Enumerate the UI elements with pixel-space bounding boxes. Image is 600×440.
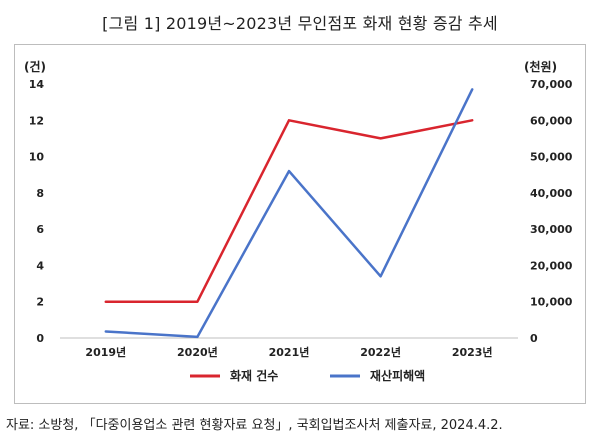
right-axis-tick-label: 70,000 — [530, 78, 573, 91]
left-axis-ticks: 0 2 4 6 8 10 12 14 — [29, 78, 45, 345]
x-axis-tick-label: 2022년 — [360, 345, 401, 359]
right-axis-unit-label: (천원) — [524, 59, 557, 74]
right-axis-tick-label: 0 — [530, 332, 538, 345]
x-axis-tick-label: 2020년 — [177, 345, 218, 359]
x-axis-tick-label: 2023년 — [452, 345, 493, 359]
legend: 화재 건수 재산피해액 — [190, 368, 425, 383]
chart-frame — [14, 44, 586, 404]
left-axis-tick-label: 14 — [29, 78, 45, 91]
source-note: 자료: 소방청, 「다중이용업소 관련 현황자료 요청」, 국회입법조사처 제출… — [6, 418, 503, 433]
series-line-2 — [104, 88, 474, 339]
series-layer — [104, 88, 474, 339]
series-line-1 — [104, 119, 474, 303]
chart-title: [그림 1] 2019년~2023년 무인점포 화재 현황 증감 추세 — [102, 14, 498, 33]
right-axis-tick-label: 50,000 — [530, 151, 573, 164]
x-axis-ticks: 2019년 2020년 2021년 2022년 2023년 — [85, 345, 492, 359]
left-axis-tick-label: 12 — [29, 114, 44, 127]
left-axis-tick-label: 2 — [36, 296, 44, 309]
legend-label: 재산피해액 — [370, 368, 425, 383]
left-axis-tick-label: 10 — [29, 151, 45, 164]
right-axis-ticks: 0 10,000 20,000 30,000 40,000 50,000 60,000 70,… — [530, 78, 573, 345]
left-axis-tick-label: 0 — [36, 332, 44, 345]
right-axis-tick-label: 10,000 — [530, 296, 573, 309]
left-axis-unit-label: (건) — [24, 59, 46, 74]
right-axis-tick-label: 30,000 — [530, 223, 573, 236]
left-axis-tick-label: 4 — [36, 259, 44, 272]
legend-label: 화재 건수 — [230, 368, 278, 383]
right-axis-tick-label: 20,000 — [530, 259, 573, 272]
x-axis-tick-label: 2019년 — [85, 345, 126, 359]
right-axis-tick-label: 60,000 — [530, 114, 573, 127]
left-axis-tick-label: 8 — [36, 187, 44, 200]
left-axis-tick-label: 6 — [36, 223, 44, 236]
right-axis-tick-label: 40,000 — [530, 187, 573, 200]
x-axis-tick-label: 2021년 — [269, 345, 310, 359]
